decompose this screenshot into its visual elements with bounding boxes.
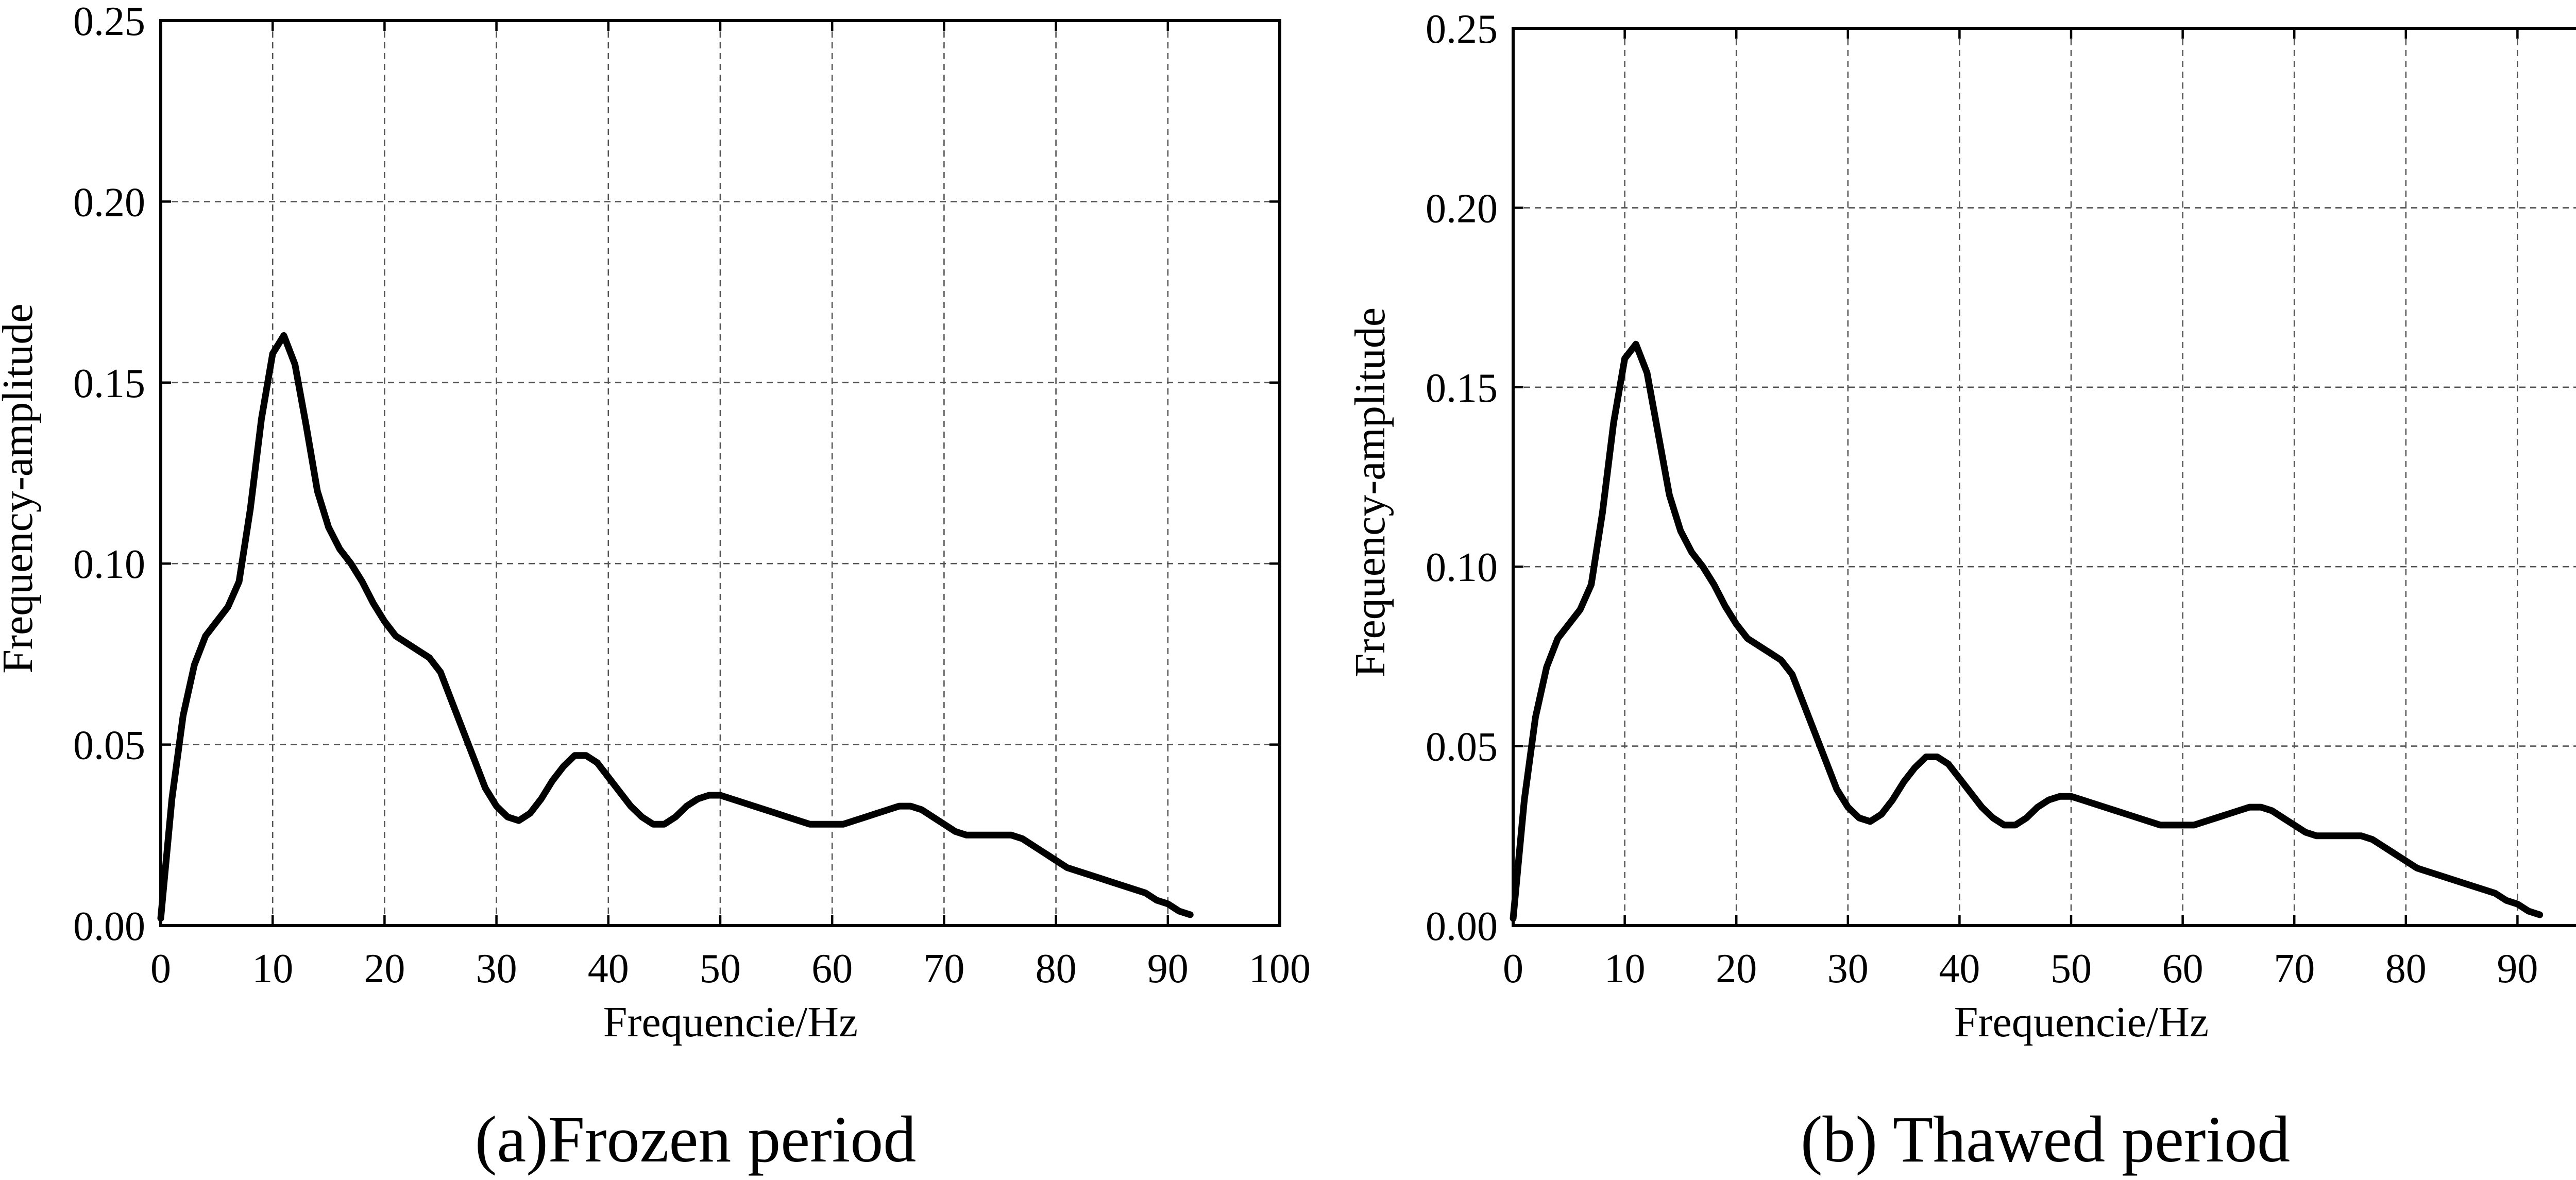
y-tick-label: 0.25: [73, 0, 145, 44]
x-tick-label: 40: [1939, 946, 1980, 991]
y-tick-label: 0.05: [1426, 725, 1498, 770]
x-tick-label: 10: [1604, 946, 1646, 991]
x-tick-label: 40: [588, 946, 629, 991]
x-axis-title: Frequencie/Hz: [603, 998, 858, 1046]
x-tick-label: 80: [2385, 946, 2427, 991]
grid: [161, 21, 1280, 926]
y-tick-label: 0.20: [1426, 186, 1498, 231]
x-axis-title: Frequencie/Hz: [1954, 998, 2209, 1046]
ticks: 01020304050607080901000.000.050.100.150.…: [1426, 7, 2538, 991]
x-tick-label: 30: [1827, 946, 1869, 991]
x-tick-label: 60: [2162, 946, 2204, 991]
x-tick-label: 100: [1249, 946, 1311, 991]
x-tick-label: 0: [1503, 946, 1523, 991]
grid: [1513, 28, 2576, 926]
panel-caption: (a)Frozen period: [475, 1103, 917, 1176]
x-tick-label: 90: [1147, 946, 1189, 991]
y-tick-label: 0.20: [73, 180, 145, 225]
y-axis-title: Frequency-amplitude: [0, 303, 42, 673]
x-tick-label: 90: [2497, 946, 2538, 991]
x-tick-label: 60: [811, 946, 853, 991]
x-tick-label: 70: [2274, 946, 2315, 991]
x-tick-label: 20: [364, 946, 405, 991]
y-tick-label: 0.10: [1426, 545, 1498, 590]
y-tick-label: 0.05: [73, 723, 145, 768]
series-line-0: [1510, 340, 2544, 922]
x-tick-label: 30: [476, 946, 517, 991]
panel-caption: (b) Thawed period: [1801, 1103, 2290, 1176]
plot-frame: [1512, 27, 2576, 927]
y-tick-label: 0.15: [1426, 366, 1498, 411]
x-tick-label: 10: [252, 946, 293, 991]
x-tick-label: 50: [2050, 946, 2092, 991]
x-tick-label: 70: [923, 946, 964, 991]
y-axis-title: Frequency-amplitude: [1346, 307, 1394, 677]
x-tick-label: 0: [150, 946, 171, 991]
y-tick-label: 0.00: [73, 904, 145, 949]
y-tick-label: 0.15: [73, 361, 145, 406]
plot-frame: [159, 19, 1281, 927]
y-tick-label: 0.10: [73, 542, 145, 587]
x-tick-label: 80: [1036, 946, 1077, 991]
x-tick-label: 20: [1716, 946, 1757, 991]
y-tick-label: 0.25: [1426, 7, 1498, 52]
ticks: 0 10 20 30 40 50 60 70 80 90 100 0.00 0.05 0.10 0.15 0.…: [73, 0, 1311, 991]
chart-panel-a: 0 10 20 30 40 50 60 70 80 90 100 0.00 0.05 0.10 0.15 0.…: [0, 0, 1311, 1176]
chart-panel-b: 01020304050607080901000.000.050.100.150.…: [1346, 7, 2576, 1176]
y-tick-label: 0.00: [1426, 904, 1498, 949]
x-tick-label: 50: [700, 946, 741, 991]
series-line-0: [157, 332, 1194, 922]
